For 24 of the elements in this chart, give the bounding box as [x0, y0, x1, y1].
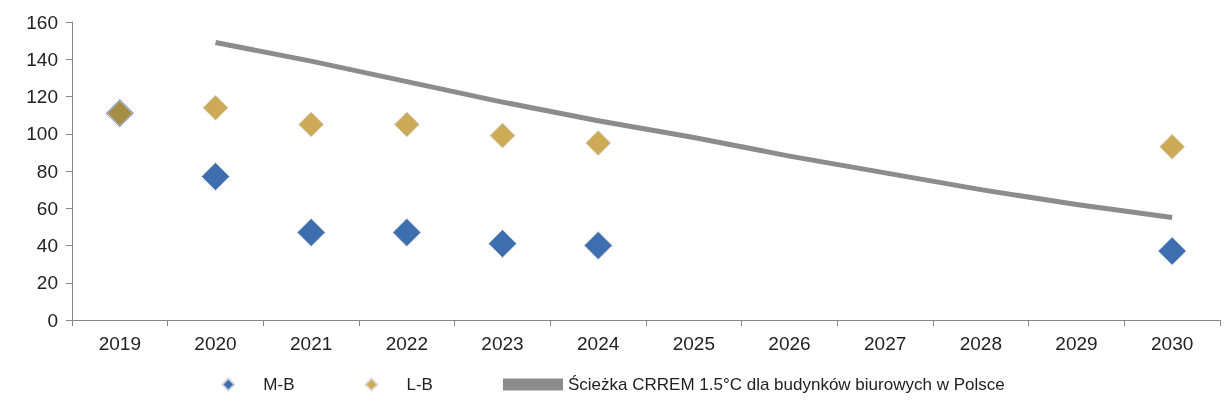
y-tick-label: 40 — [36, 235, 58, 256]
x-tick-label: 2019 — [98, 333, 141, 354]
x-tick-label: 2023 — [481, 333, 524, 354]
x-tick-label: 2024 — [577, 333, 620, 354]
x-tick-label: 2026 — [768, 333, 811, 354]
x-tick-label: 2025 — [672, 333, 715, 354]
x-tick-label: 2020 — [194, 333, 237, 354]
x-tick-label: 2021 — [290, 333, 333, 354]
x-tick-label: 2028 — [959, 333, 1002, 354]
x-tick-label: 2030 — [1151, 333, 1194, 354]
y-tick-label: 120 — [26, 86, 58, 107]
y-tick-label: 20 — [36, 272, 58, 294]
y-tick-label: 0 — [47, 309, 58, 331]
y-tick-label: 100 — [26, 123, 58, 145]
y-tick-label: 60 — [36, 197, 58, 219]
legend-label: L-B — [406, 375, 433, 394]
y-tick-label: 160 — [26, 11, 58, 33]
legend-label: Ścieżka CRREM 1.5°C dla budynków biurowych w Polsce — [567, 375, 1005, 394]
x-tick-label: 2027 — [864, 333, 907, 354]
y-tick-label: 80 — [36, 160, 58, 182]
legend-label: M-B — [263, 375, 295, 394]
x-tick-label: 2022 — [385, 333, 428, 354]
y-tick-label: 140 — [26, 48, 58, 70]
x-tick-label: 2029 — [1055, 333, 1098, 354]
